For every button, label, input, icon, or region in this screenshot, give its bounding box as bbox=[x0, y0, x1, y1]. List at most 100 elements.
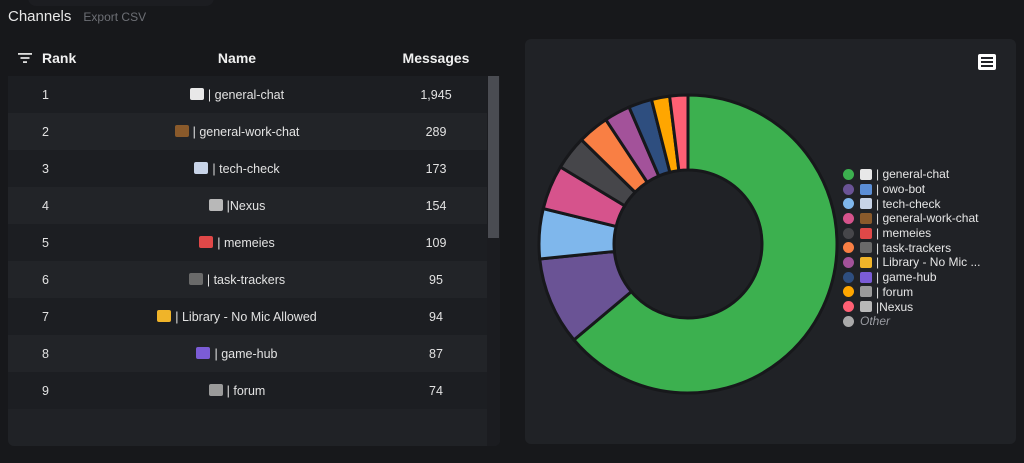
scrollbar-thumb[interactable] bbox=[488, 76, 499, 238]
rank-cell: 6 bbox=[42, 272, 49, 287]
messages-cell: 109 bbox=[425, 235, 447, 250]
legend-swatch bbox=[843, 242, 854, 254]
section-header: Channels Export CSV bbox=[8, 8, 146, 25]
rank-cell: 3 bbox=[42, 161, 49, 176]
rocket-icon bbox=[194, 161, 209, 174]
messages-cell: 1,945 bbox=[420, 87, 452, 102]
legend-swatch bbox=[843, 198, 854, 210]
speech-bubble-icon bbox=[860, 168, 872, 180]
name-cell: | game-hub bbox=[102, 346, 372, 361]
legend-item[interactable]: |Nexus bbox=[843, 299, 980, 314]
rank-cell: 1 bbox=[42, 87, 49, 102]
name-cell: | Library - No Mic Allowed bbox=[102, 309, 372, 324]
name-cell: | general-work-chat bbox=[102, 124, 372, 139]
table-row[interactable]: 8 | game-hub 87 bbox=[8, 335, 500, 372]
messages-cell: 74 bbox=[429, 383, 443, 398]
legend-item[interactable]: | Library - No Mic ... bbox=[843, 255, 980, 270]
rank-cell: 4 bbox=[42, 198, 49, 213]
chart-legend: | general-chat | owo-bot | tech-check | gen… bbox=[843, 167, 980, 329]
speech-bubble-icon bbox=[189, 87, 204, 100]
filter-icon[interactable] bbox=[8, 52, 42, 64]
donut-slice[interactable] bbox=[571, 93, 839, 395]
name-cell: | tech-check bbox=[102, 161, 372, 176]
legend-swatch bbox=[843, 212, 854, 224]
briefcase-icon bbox=[174, 124, 189, 137]
chart-menu-button[interactable] bbox=[978, 54, 996, 70]
legend-label: | owo-bot bbox=[876, 182, 926, 197]
clown-face-icon bbox=[199, 235, 214, 248]
channel-name: | tech-check bbox=[212, 161, 280, 176]
column-header-messages[interactable]: Messages bbox=[402, 50, 470, 66]
column-header-rank[interactable]: Rank bbox=[42, 50, 77, 66]
channel-name: | general-work-chat bbox=[192, 124, 300, 139]
legend-label: | forum bbox=[876, 284, 914, 299]
top-panel-edge bbox=[28, 0, 214, 6]
legend-label: | general-chat bbox=[876, 167, 950, 182]
donut-chart bbox=[537, 93, 839, 395]
legend-label: | memeies bbox=[876, 226, 932, 241]
legend-item[interactable]: | task-trackers bbox=[843, 240, 980, 255]
legend-label: | game-hub bbox=[876, 270, 937, 285]
table-row[interactable]: 1 | general-chat 1,945 bbox=[8, 76, 500, 113]
name-cell: | memeies bbox=[102, 235, 372, 250]
legend-item[interactable]: | tech-check bbox=[843, 196, 980, 211]
legend-swatch bbox=[843, 183, 854, 195]
channel-name: | game-hub bbox=[214, 346, 278, 361]
legend-label: Other bbox=[860, 314, 891, 329]
table-row[interactable]: 2 | general-work-chat 289 bbox=[8, 113, 500, 150]
messages-cell: 95 bbox=[429, 272, 443, 287]
column-header-name[interactable]: Name bbox=[217, 50, 257, 66]
channel-name: | Library - No Mic Allowed bbox=[175, 309, 317, 324]
legend-swatch bbox=[843, 315, 854, 327]
messages-cell: 289 bbox=[425, 124, 447, 139]
table-row[interactable]: 4 |Nexus 154 bbox=[8, 187, 500, 224]
laptop-icon bbox=[860, 286, 872, 298]
stadium-icon bbox=[860, 301, 872, 313]
donut-slice[interactable] bbox=[667, 93, 690, 173]
rank-cell: 9 bbox=[42, 383, 49, 398]
name-cell: | task-trackers bbox=[102, 272, 372, 287]
channel-name: | memeies bbox=[217, 235, 275, 250]
legend-item[interactable]: | memeies bbox=[843, 226, 980, 241]
legend-item[interactable]: | forum bbox=[843, 285, 980, 300]
table-header: Rank Name Messages bbox=[8, 40, 500, 76]
laptop-icon bbox=[208, 383, 223, 396]
messages-cell: 94 bbox=[429, 309, 443, 324]
table-row[interactable]: 7 | Library - No Mic Allowed 94 bbox=[8, 298, 500, 335]
legend-swatch bbox=[843, 301, 854, 313]
clown-face-icon bbox=[860, 227, 872, 239]
legend-item[interactable]: | owo-bot bbox=[843, 182, 980, 197]
people-silhouette-icon bbox=[188, 272, 203, 285]
people-silhouette-icon bbox=[860, 242, 872, 254]
alien-monster-icon bbox=[196, 346, 211, 359]
legend-item[interactable]: | game-hub bbox=[843, 270, 980, 285]
legend-swatch bbox=[843, 168, 854, 180]
table-scrollbar[interactable] bbox=[487, 76, 500, 446]
legend-item[interactable]: | general-chat bbox=[843, 167, 980, 182]
table-row[interactable]: 5 | memeies 109 bbox=[8, 224, 500, 261]
export-csv-link[interactable]: Export CSV bbox=[83, 10, 147, 24]
legend-item[interactable]: | general-work-chat bbox=[843, 211, 980, 226]
legend-label: | task-trackers bbox=[876, 240, 952, 255]
channel-name: | general-chat bbox=[207, 87, 285, 102]
legend-item[interactable]: Other bbox=[843, 314, 980, 329]
legend-label: | general-work-chat bbox=[876, 211, 979, 226]
rocket-icon bbox=[860, 198, 872, 210]
legend-label: |Nexus bbox=[876, 299, 914, 314]
table-row[interactable]: 3 | tech-check 173 bbox=[8, 150, 500, 187]
briefcase-icon bbox=[860, 212, 872, 224]
table-row[interactable]: 6 | task-trackers 95 bbox=[8, 261, 500, 298]
rank-cell: 5 bbox=[42, 235, 49, 250]
hushed-face-icon bbox=[860, 256, 872, 268]
channel-name: | task-trackers bbox=[206, 272, 286, 287]
table-row[interactable]: 9 | forum 74 bbox=[8, 372, 500, 409]
messages-cell: 173 bbox=[425, 161, 447, 176]
rank-cell: 2 bbox=[42, 124, 49, 139]
table-body: 1 | general-chat 1,945 2 | general-work-chat… bbox=[8, 76, 500, 446]
chart-panel: | general-chat | owo-bot | tech-check | gen… bbox=[525, 39, 1016, 444]
rank-cell: 7 bbox=[42, 309, 49, 324]
page-title: Channels bbox=[8, 8, 72, 25]
stadium-icon bbox=[208, 198, 223, 211]
messages-cell: 154 bbox=[425, 198, 447, 213]
legend-label: | Library - No Mic ... bbox=[876, 255, 981, 270]
